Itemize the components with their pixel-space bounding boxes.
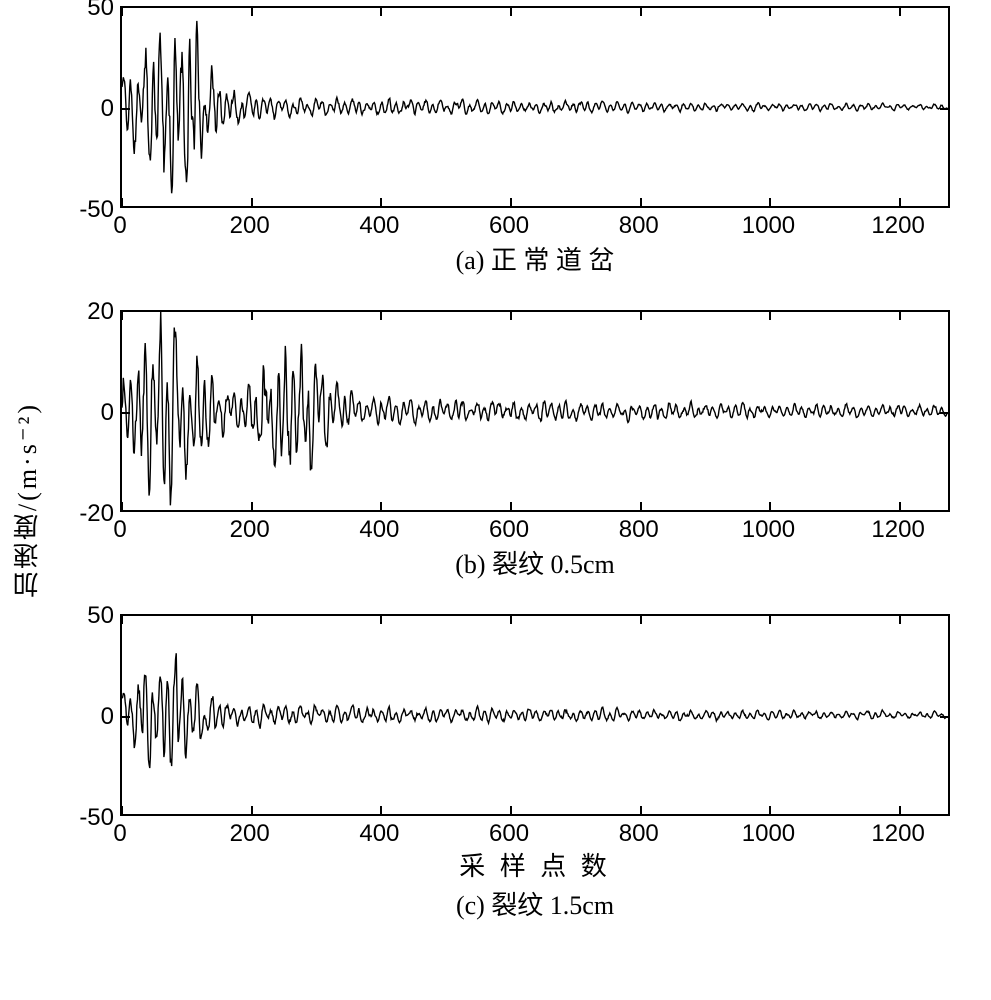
xtick-label: 200 <box>230 516 270 544</box>
xtick-label: 1000 <box>742 820 795 848</box>
xtick-label: 0 <box>113 212 126 240</box>
xtick-row-a: 020040060080010001200 <box>120 208 950 238</box>
signal-plot <box>122 616 948 814</box>
ytick-label: -20 <box>79 500 114 528</box>
xtick-label: 0 <box>113 516 126 544</box>
signal-plot <box>122 312 948 510</box>
xtick-label: 1200 <box>871 516 924 544</box>
xtick-label: 1200 <box>871 212 924 240</box>
xtick-label: 600 <box>489 820 529 848</box>
caption-a: (a) 正 常 道 岔 <box>120 240 950 277</box>
xtick-row-b: 020040060080010001200 <box>120 512 950 542</box>
xtick-label: 1000 <box>742 516 795 544</box>
xtick-row-c: 020040060080010001200 <box>120 816 950 846</box>
signal-plot <box>122 8 948 206</box>
xtick-label: 800 <box>619 212 659 240</box>
xtick-label: 400 <box>359 820 399 848</box>
xtick-label: 200 <box>230 820 270 848</box>
xtick-label: 200 <box>230 212 270 240</box>
ytick-label: 50 <box>87 0 114 22</box>
xtick-label: 800 <box>619 516 659 544</box>
plot-area-c: -50050 <box>120 614 950 816</box>
xtick-label: 1200 <box>871 820 924 848</box>
ytick-label: -50 <box>79 804 114 832</box>
panel-b: -20020 020040060080010001200 (b) 裂纹 0.5c… <box>120 310 950 581</box>
ytick-label: -50 <box>79 196 114 224</box>
xtick-label: 1000 <box>742 212 795 240</box>
xtick-label: 400 <box>359 212 399 240</box>
ytick-label: 0 <box>101 703 114 731</box>
ytick-label: 50 <box>87 602 114 630</box>
xtick-label: 600 <box>489 212 529 240</box>
y-axis-label: 加速度/(m·s⁻²) <box>9 402 46 598</box>
xtick-label: 0 <box>113 820 126 848</box>
plot-area-b: -20020 <box>120 310 950 512</box>
ytick-label: 0 <box>101 399 114 427</box>
plot-area-a: -50050 <box>120 6 950 208</box>
panel-a: -50050 020040060080010001200 (a) 正 常 道 岔 <box>120 6 950 277</box>
caption-c: (c) 裂纹 1.5cm <box>120 885 950 922</box>
figure-root: 加速度/(m·s⁻²) -50050 020040060080010001200… <box>0 0 991 1000</box>
y-axis-label-container: 加速度/(m·s⁻²) <box>8 0 46 1000</box>
ytick-label: 0 <box>101 95 114 123</box>
xtick-label: 800 <box>619 820 659 848</box>
x-axis-label: 采 样 点 数 <box>120 846 950 883</box>
xtick-label: 400 <box>359 516 399 544</box>
caption-b: (b) 裂纹 0.5cm <box>120 544 950 581</box>
xtick-label: 600 <box>489 516 529 544</box>
ytick-label: 20 <box>87 298 114 326</box>
panel-c: -50050 020040060080010001200 采 样 点 数 (c)… <box>120 614 950 922</box>
